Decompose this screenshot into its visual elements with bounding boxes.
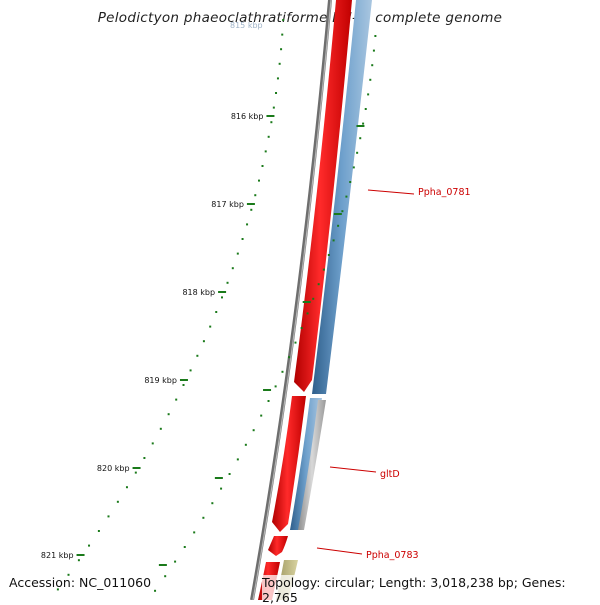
tick-label: 817 kbp <box>211 200 244 209</box>
gene-label[interactable]: Ppha_0783 <box>366 550 419 561</box>
tick-label: 821 kbp <box>41 551 74 560</box>
tick-label: 816 kbp <box>231 112 264 121</box>
tick-label: 818 kbp <box>182 288 215 297</box>
gene-leader-line <box>316 547 363 555</box>
gene-gltd-forward[interactable] <box>272 396 306 532</box>
tick-label: 820 kbp <box>97 464 130 473</box>
tick-label: 819 kbp <box>144 376 177 385</box>
genome-summary-text: Topology: circular; Length: 3,018,238 bp… <box>262 575 600 605</box>
gene-leader-line <box>329 466 377 473</box>
gene-ppha-0781-reverse[interactable] <box>312 0 372 394</box>
ruler-labels: 816 kbp 817 kbp 818 kbp 819 kbp 820 kbp 821 k… <box>41 112 264 560</box>
grey-feature[interactable] <box>298 400 326 530</box>
genome-backbone <box>250 0 332 600</box>
accession-text: Accession: NC_011060 <box>9 575 152 590</box>
partial-tick-label: 815 kbp <box>230 21 263 30</box>
genome-title: Pelodictyon phaeoclathratiforme BU-1, co… <box>97 10 503 26</box>
backbone-highlight <box>252 0 332 600</box>
gene-label[interactable]: Ppha_0781 <box>418 187 471 198</box>
gene-ppha-0781-forward[interactable] <box>294 0 352 392</box>
gene-label[interactable]: gltD <box>380 469 400 480</box>
gene-labels: Ppha_0781 gltD Ppha_0783 <box>316 187 471 561</box>
ruler-ticks <box>56 19 377 592</box>
gene-leader-line <box>367 189 415 195</box>
gene-ppha-0783-forward[interactable] <box>268 536 288 556</box>
